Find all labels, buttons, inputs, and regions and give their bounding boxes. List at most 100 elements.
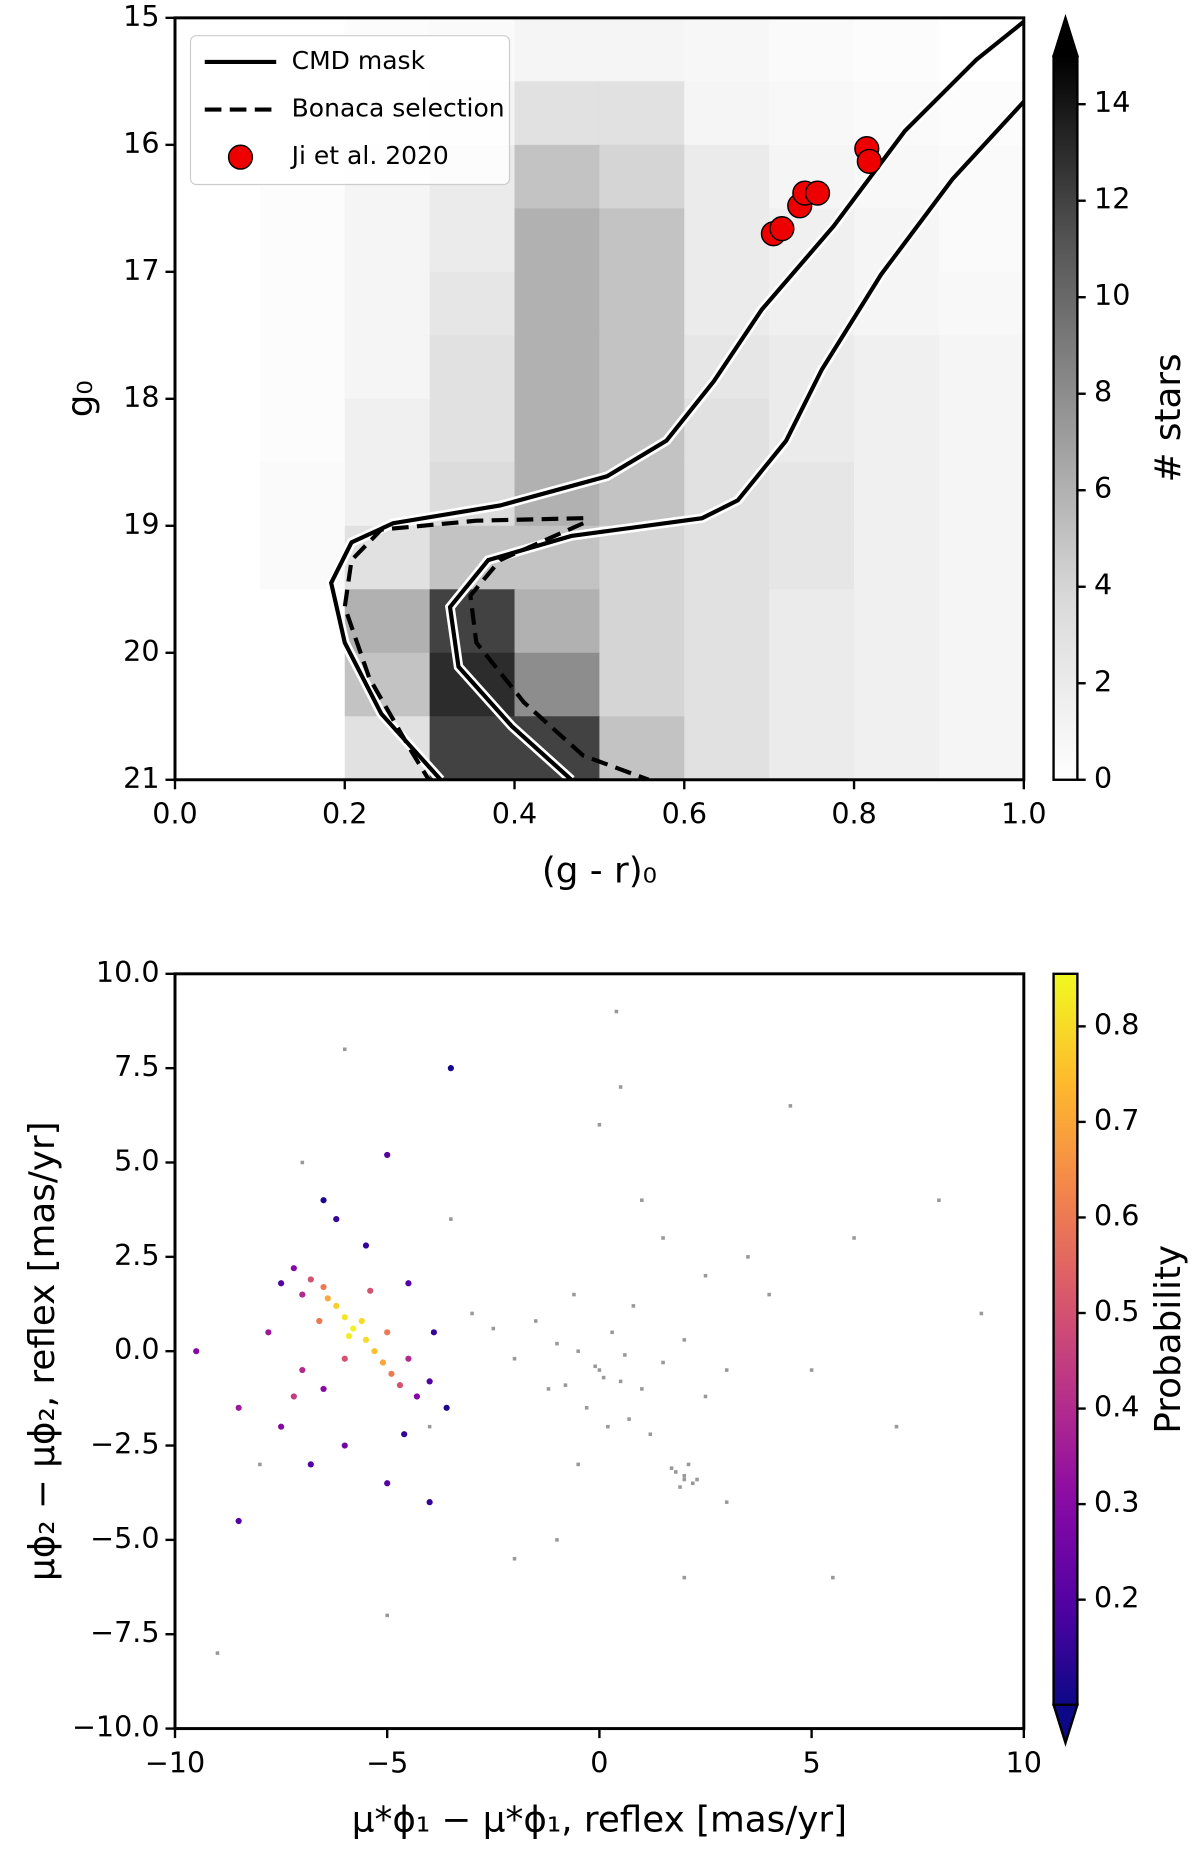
- x-tick-label: 0.2: [322, 796, 367, 830]
- member-point: [324, 1295, 331, 1302]
- field-point: [623, 1353, 627, 1357]
- member-point: [290, 1393, 297, 1400]
- hist-cell: [854, 398, 940, 463]
- x-tick-label: 0.6: [662, 796, 707, 830]
- member-point: [299, 1291, 306, 1298]
- field-point: [614, 1009, 619, 1014]
- field-point: [546, 1387, 551, 1391]
- field-point: [648, 1432, 653, 1436]
- hist-cell: [429, 716, 516, 780]
- colorbar-tick-label: 10: [1094, 278, 1130, 312]
- hist-cell: [938, 208, 1024, 273]
- y-tick-label: 7.5: [114, 1049, 159, 1083]
- hist-cell: [854, 335, 940, 400]
- hist-cell: [259, 652, 346, 717]
- field-point: [618, 1085, 623, 1089]
- member-point: [367, 1287, 374, 1294]
- mask-line: [342, 516, 584, 780]
- hist-cell: [514, 81, 600, 146]
- y-tick-label: −7.5: [90, 1615, 159, 1649]
- member-point: [307, 1276, 314, 1283]
- member-point: [362, 1336, 370, 1343]
- x-tick-label: 5: [803, 1745, 821, 1779]
- colorbar-extend: [1051, 13, 1080, 58]
- colorbar-tick-label: 2: [1094, 664, 1112, 698]
- hist-cell: [175, 652, 261, 717]
- field-point: [584, 1406, 589, 1410]
- member-point: [379, 1359, 387, 1366]
- y-tick-label: −5.0: [90, 1521, 159, 1555]
- y-tick-label: 19: [123, 507, 159, 541]
- colorbar-tick-label: 14: [1094, 85, 1130, 119]
- member-point: [333, 1216, 340, 1223]
- field-point: [555, 1341, 559, 1346]
- hist-cell: [259, 716, 346, 780]
- member-point: [371, 1348, 378, 1355]
- colorbar-tick-label: 0.7: [1094, 1103, 1139, 1137]
- member-point: [299, 1366, 306, 1374]
- member-point: [401, 1431, 408, 1438]
- hist-cell: [599, 144, 685, 209]
- colorbar-tick-label: 4: [1094, 568, 1112, 602]
- field-point: [342, 1047, 347, 1052]
- colorbar: [1052, 54, 1079, 781]
- hist-cell: [684, 208, 770, 273]
- member-point: [413, 1393, 421, 1400]
- hist-cell: [344, 398, 431, 463]
- field-point: [686, 1462, 691, 1467]
- field-point: [703, 1273, 708, 1278]
- legend-label: CMD mask: [292, 46, 426, 75]
- member-point: [384, 1329, 391, 1336]
- member-point: [307, 1461, 314, 1468]
- y-tick-label: −2.5: [90, 1427, 159, 1461]
- y-tick-label: 18: [123, 380, 159, 414]
- field-point: [610, 1330, 614, 1335]
- member-point: [430, 1329, 437, 1336]
- x-tick-label: 10: [1006, 1745, 1042, 1779]
- field-point: [682, 1338, 687, 1342]
- legend-marker: [227, 144, 254, 170]
- colorbar-tick-label: 0.6: [1094, 1198, 1139, 1232]
- hist-cell: [769, 398, 855, 463]
- member-point: [278, 1280, 285, 1287]
- hist-cell: [599, 208, 685, 273]
- member-point: [426, 1378, 433, 1385]
- hist-cell: [854, 589, 940, 654]
- x-tick-label: 1.0: [1001, 796, 1046, 830]
- y-tick-label: 2.5: [114, 1238, 159, 1272]
- field-point: [449, 1217, 453, 1221]
- hist-cell: [429, 208, 516, 273]
- legend-box: [189, 35, 511, 186]
- hist-cell: [514, 208, 600, 273]
- hist-cell: [938, 271, 1024, 336]
- hist-cell: [769, 652, 855, 717]
- field-point: [533, 1319, 538, 1323]
- hist-cell: [514, 335, 600, 400]
- y-tick-label: 15: [123, 0, 159, 33]
- member-point: [362, 1242, 370, 1249]
- colorbar-tick-label: 0: [1094, 761, 1112, 795]
- colorbar-tick-label: 0.3: [1094, 1485, 1139, 1519]
- field-point: [831, 1575, 835, 1580]
- plot-area: [175, 17, 1024, 780]
- field-point: [682, 1575, 687, 1580]
- field-point: [385, 1613, 389, 1618]
- field-point: [427, 1424, 432, 1429]
- hist-cell: [769, 462, 855, 527]
- field-point: [563, 1383, 568, 1387]
- field-point: [601, 1375, 606, 1380]
- member-point: [384, 1480, 391, 1487]
- hist-cell: [175, 589, 261, 654]
- x-tick-label: −10: [145, 1745, 205, 1779]
- hist-cell: [175, 462, 261, 527]
- member-point: [333, 1302, 340, 1309]
- mask-line: [447, 100, 1024, 780]
- field-point: [512, 1556, 517, 1561]
- x-axis-label: μ*ϕ₁ − μ*ϕ₁, reflex [mas/yr]: [352, 1799, 847, 1840]
- member-point: [235, 1404, 242, 1411]
- colorbar-label: # stars: [1148, 353, 1189, 482]
- y-axis-label: g₀: [60, 380, 101, 417]
- legend-label: Ji et al. 2020: [290, 141, 449, 170]
- hist-cell: [684, 525, 770, 590]
